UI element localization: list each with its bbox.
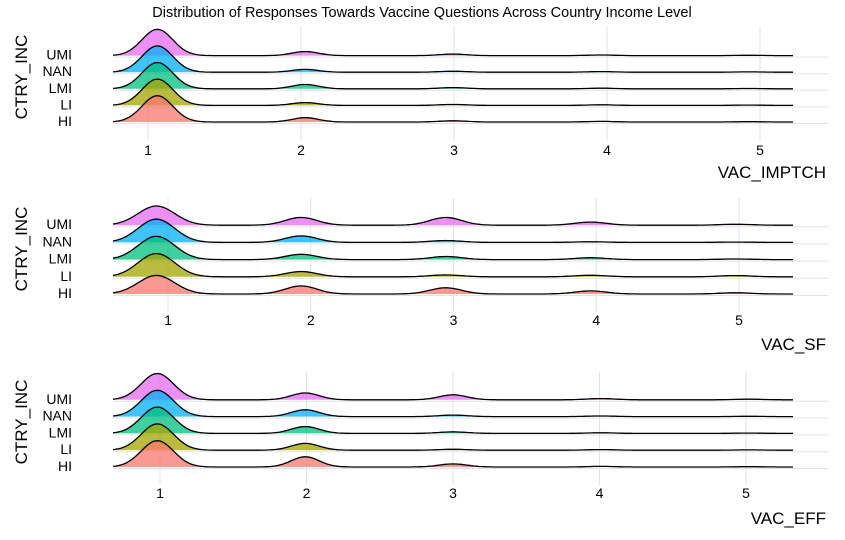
category-label: LMI xyxy=(49,80,72,96)
x-tick-label: 5 xyxy=(735,312,743,328)
ridge-line-lmi xyxy=(112,235,793,261)
y-axis-title: CTRY_INC xyxy=(12,35,31,120)
ridge-line-umi xyxy=(112,205,793,226)
ridge-line-nan xyxy=(112,389,793,418)
x-tick-label: 3 xyxy=(449,485,457,501)
x-axis-title: VAC_EFF xyxy=(751,509,826,528)
y-axis-title: CTRY_INC xyxy=(12,380,31,465)
x-tick-label: 2 xyxy=(297,142,305,158)
ridge-area-li xyxy=(113,423,793,451)
ridge-line-umi xyxy=(112,372,793,401)
ridge-line-hi xyxy=(112,95,793,123)
ridge-area-umi xyxy=(113,29,793,56)
category-label: LMI xyxy=(49,251,72,267)
chart-title: Distribution of Responses Towards Vaccin… xyxy=(152,5,691,21)
category-label: NAN xyxy=(42,408,72,424)
x-tick-label: 3 xyxy=(450,142,458,158)
x-tick-label: 1 xyxy=(164,312,172,328)
x-tick-label: 2 xyxy=(307,312,315,328)
ridge-line-li xyxy=(112,252,793,278)
ridge-line-umi xyxy=(112,28,793,57)
ridge-area-umi xyxy=(113,206,793,226)
x-tick-label: 4 xyxy=(603,142,611,158)
category-label: LMI xyxy=(49,424,72,440)
ridge-line-li xyxy=(112,78,793,107)
ridge-area-nan xyxy=(113,219,793,243)
x-tick-label: 3 xyxy=(450,312,458,328)
ridge-area-hi xyxy=(113,275,793,294)
x-tick-label: 5 xyxy=(742,485,750,501)
ridge-area-li xyxy=(113,253,793,277)
category-label: NAN xyxy=(42,63,72,79)
ridge-line-hi xyxy=(112,274,793,295)
ridge-area-lmi xyxy=(113,62,793,89)
ridge-line-nan xyxy=(112,218,793,244)
category-label: UMI xyxy=(46,391,72,407)
category-label: LI xyxy=(60,96,72,112)
y-axis-title: CTRY_INC xyxy=(12,207,31,292)
ridge-area-hi xyxy=(113,440,793,467)
ridge-area-lmi xyxy=(113,236,793,260)
ridge-area-li xyxy=(113,79,793,106)
x-tick-label: 4 xyxy=(596,485,604,501)
category-label: HI xyxy=(58,113,72,129)
category-label: LI xyxy=(60,268,72,284)
ridge-line-nan xyxy=(112,45,793,73)
category-label: HI xyxy=(58,285,72,301)
ridge-line-li xyxy=(112,423,793,451)
x-tick-label: 5 xyxy=(756,142,764,158)
ridge-area-nan xyxy=(113,390,793,417)
ridge-area-lmi xyxy=(113,407,793,434)
x-tick-label: 1 xyxy=(144,142,152,158)
category-label: LI xyxy=(60,441,72,457)
category-label: HI xyxy=(58,458,72,474)
x-tick-label: 2 xyxy=(303,485,311,501)
x-tick-label: 1 xyxy=(156,485,164,501)
ridge-line-hi xyxy=(112,440,793,468)
ridge-area-nan xyxy=(113,45,793,73)
ridge-area-umi xyxy=(113,373,793,400)
x-axis-title: VAC_SF xyxy=(761,335,826,354)
ridge-line-lmi xyxy=(112,61,793,90)
x-tick-label: 4 xyxy=(592,312,600,328)
ridge-line-lmi xyxy=(112,406,793,435)
ridge-area-hi xyxy=(113,95,793,122)
x-axis-title: VAC_IMPTCH xyxy=(718,163,826,182)
category-label: NAN xyxy=(42,233,72,249)
category-label: UMI xyxy=(46,216,72,232)
category-label: UMI xyxy=(46,47,72,63)
